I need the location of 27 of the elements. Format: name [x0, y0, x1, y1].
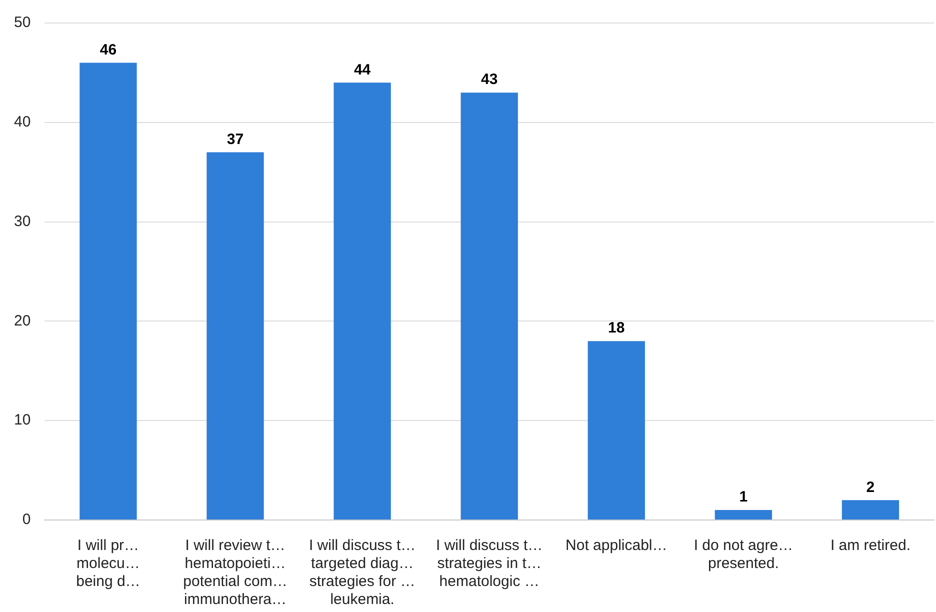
y-tick-label: 30: [14, 212, 31, 230]
bar: [460, 92, 518, 520]
data-label: 18: [608, 320, 625, 337]
data-label: 43: [481, 71, 498, 88]
x-tick-label: I do not agre… presented.: [694, 537, 794, 572]
data-label: 2: [866, 478, 875, 496]
bar: [206, 152, 264, 520]
y-tick-label: 50: [14, 14, 31, 32]
data-label: 37: [226, 130, 244, 148]
x-tick-label: Not applicabl…: [566, 537, 668, 554]
data-label: 1: [739, 488, 748, 506]
bar: [334, 82, 391, 520]
x-tick-label: I will discuss t… strategies in t… hematologic …: [436, 537, 543, 590]
bar: [588, 341, 645, 520]
y-tick-label: 10: [14, 412, 31, 429]
x-tick-label: I will discuss t… targeted diag… strategies for … leukemia.: [308, 537, 416, 608]
bar: [80, 62, 137, 520]
bar: [842, 500, 900, 520]
y-tick-label: 20: [14, 312, 31, 330]
y-tick-label: 0: [22, 511, 31, 528]
x-tick-label: I am retired.: [830, 537, 910, 554]
data-label: 46: [100, 41, 117, 58]
bar: [714, 510, 772, 520]
y-tick-label: 40: [14, 114, 31, 131]
x-tick-label: I will review t… hematopoieti… potential com… immunothera…: [183, 537, 288, 608]
x-tick-label: I will pr… molecu… being d…: [76, 537, 140, 590]
data-label: 44: [354, 61, 372, 78]
